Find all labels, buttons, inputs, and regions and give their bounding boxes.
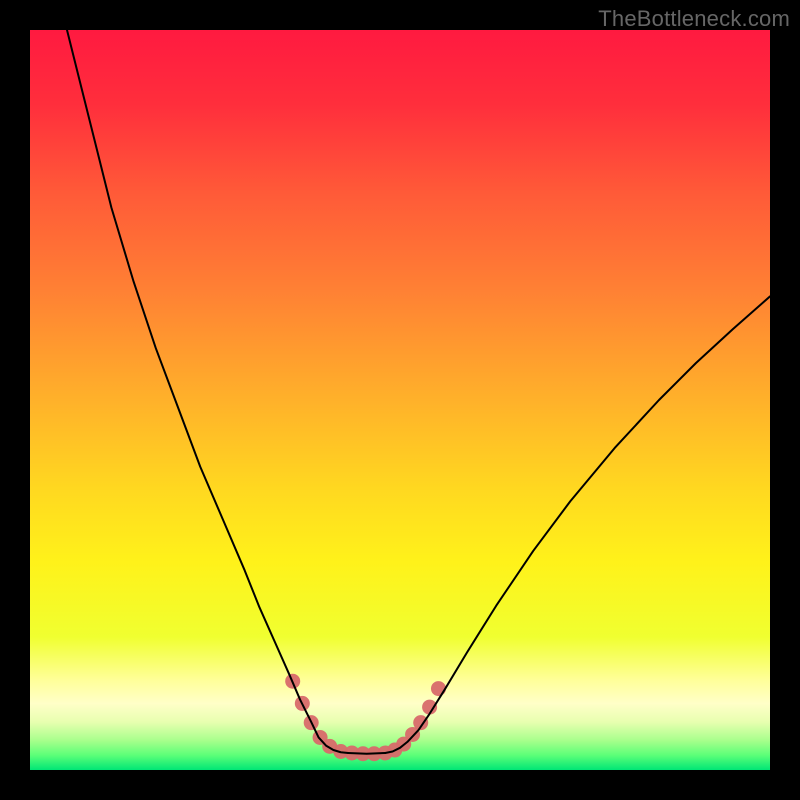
watermark-text: TheBottleneck.com [598, 6, 790, 32]
bottleneck-curve-chart [30, 30, 770, 770]
plot-area [30, 30, 770, 770]
curve-bottom [348, 753, 385, 754]
curve-marker [431, 681, 446, 696]
chart-frame: TheBottleneck.com [0, 0, 800, 800]
